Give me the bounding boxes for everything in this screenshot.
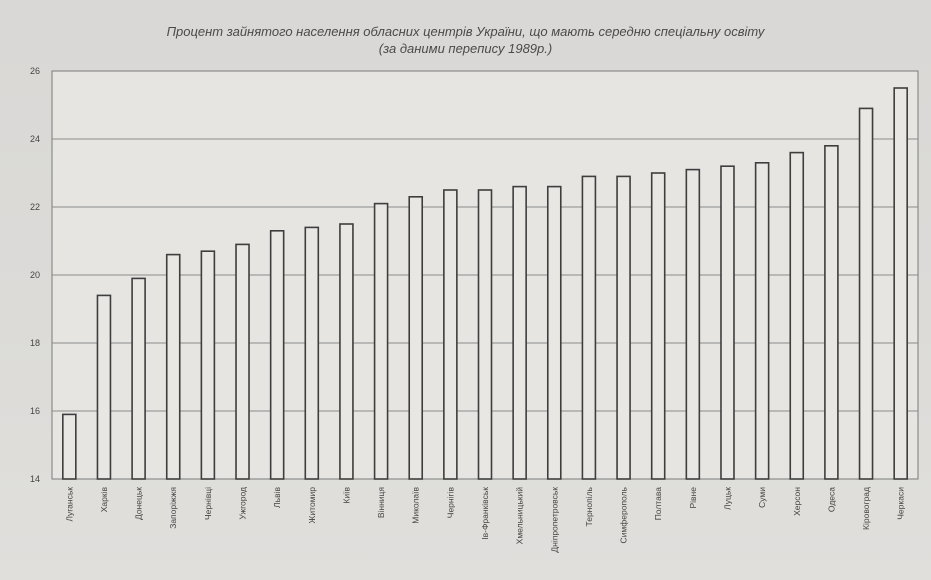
y-tick-label: 18 (30, 338, 40, 348)
x-tick-label: Харків (99, 487, 109, 513)
bar (582, 176, 595, 479)
x-tick-label: Дніпропетровськ (549, 487, 559, 553)
x-tick-label: Ів-Франківськ (480, 487, 490, 540)
x-tick-label: Львів (272, 487, 282, 508)
bar (652, 173, 665, 479)
x-tick-label: Симферополь (619, 486, 629, 543)
bar (271, 231, 284, 479)
bar (686, 170, 699, 479)
bar (756, 163, 769, 479)
x-tick-label: Чернівці (203, 487, 213, 520)
x-tick-label: Тернопіль (584, 486, 594, 526)
bar (860, 108, 873, 479)
y-tick-label: 24 (30, 134, 40, 144)
x-tick-label: Одеса (826, 487, 836, 512)
x-tick-label: Луцьк (722, 487, 732, 510)
bar (167, 255, 180, 479)
x-tick-label: Житомир (307, 487, 317, 524)
bar (409, 197, 422, 479)
bar (444, 190, 457, 479)
bar (132, 278, 145, 479)
x-tick-label: Вінниця (376, 487, 386, 519)
x-tick-label: Полтава (653, 487, 663, 521)
x-tick-label: Черкаси (896, 487, 906, 520)
bar (721, 166, 734, 479)
x-tick-label: Рівне (688, 487, 698, 509)
x-tick-label: Хмельницький (515, 487, 525, 545)
bar (617, 176, 630, 479)
bar (548, 187, 561, 479)
bar (305, 227, 318, 479)
bar (63, 414, 76, 479)
x-tick-label: Херсон (792, 487, 802, 516)
x-tick-label: Донецьк (134, 487, 144, 520)
x-tick-label: Кіровоград (861, 487, 871, 530)
bar (97, 295, 110, 479)
bar (479, 190, 492, 479)
x-tick-label: Чернігів (445, 487, 455, 519)
bar (201, 251, 214, 479)
bar (375, 204, 388, 479)
x-tick-label: Луганськ (64, 487, 74, 522)
y-tick-label: 16 (30, 406, 40, 416)
y-tick-label: 26 (30, 66, 40, 76)
x-tick-label: Миколаїв (411, 487, 421, 524)
y-tick-label: 14 (30, 474, 40, 484)
bar (236, 244, 249, 479)
bar (825, 146, 838, 479)
y-tick-label: 22 (30, 202, 40, 212)
bar (513, 187, 526, 479)
x-tick-label: Запоріжжя (168, 487, 178, 529)
x-tick-label: Київ (341, 487, 351, 504)
bar (790, 153, 803, 479)
x-tick-label: Суми (757, 487, 767, 508)
bar (340, 224, 353, 479)
x-tick-label: Ужгород (238, 487, 248, 520)
bar (894, 88, 907, 479)
y-tick-label: 20 (30, 270, 40, 280)
